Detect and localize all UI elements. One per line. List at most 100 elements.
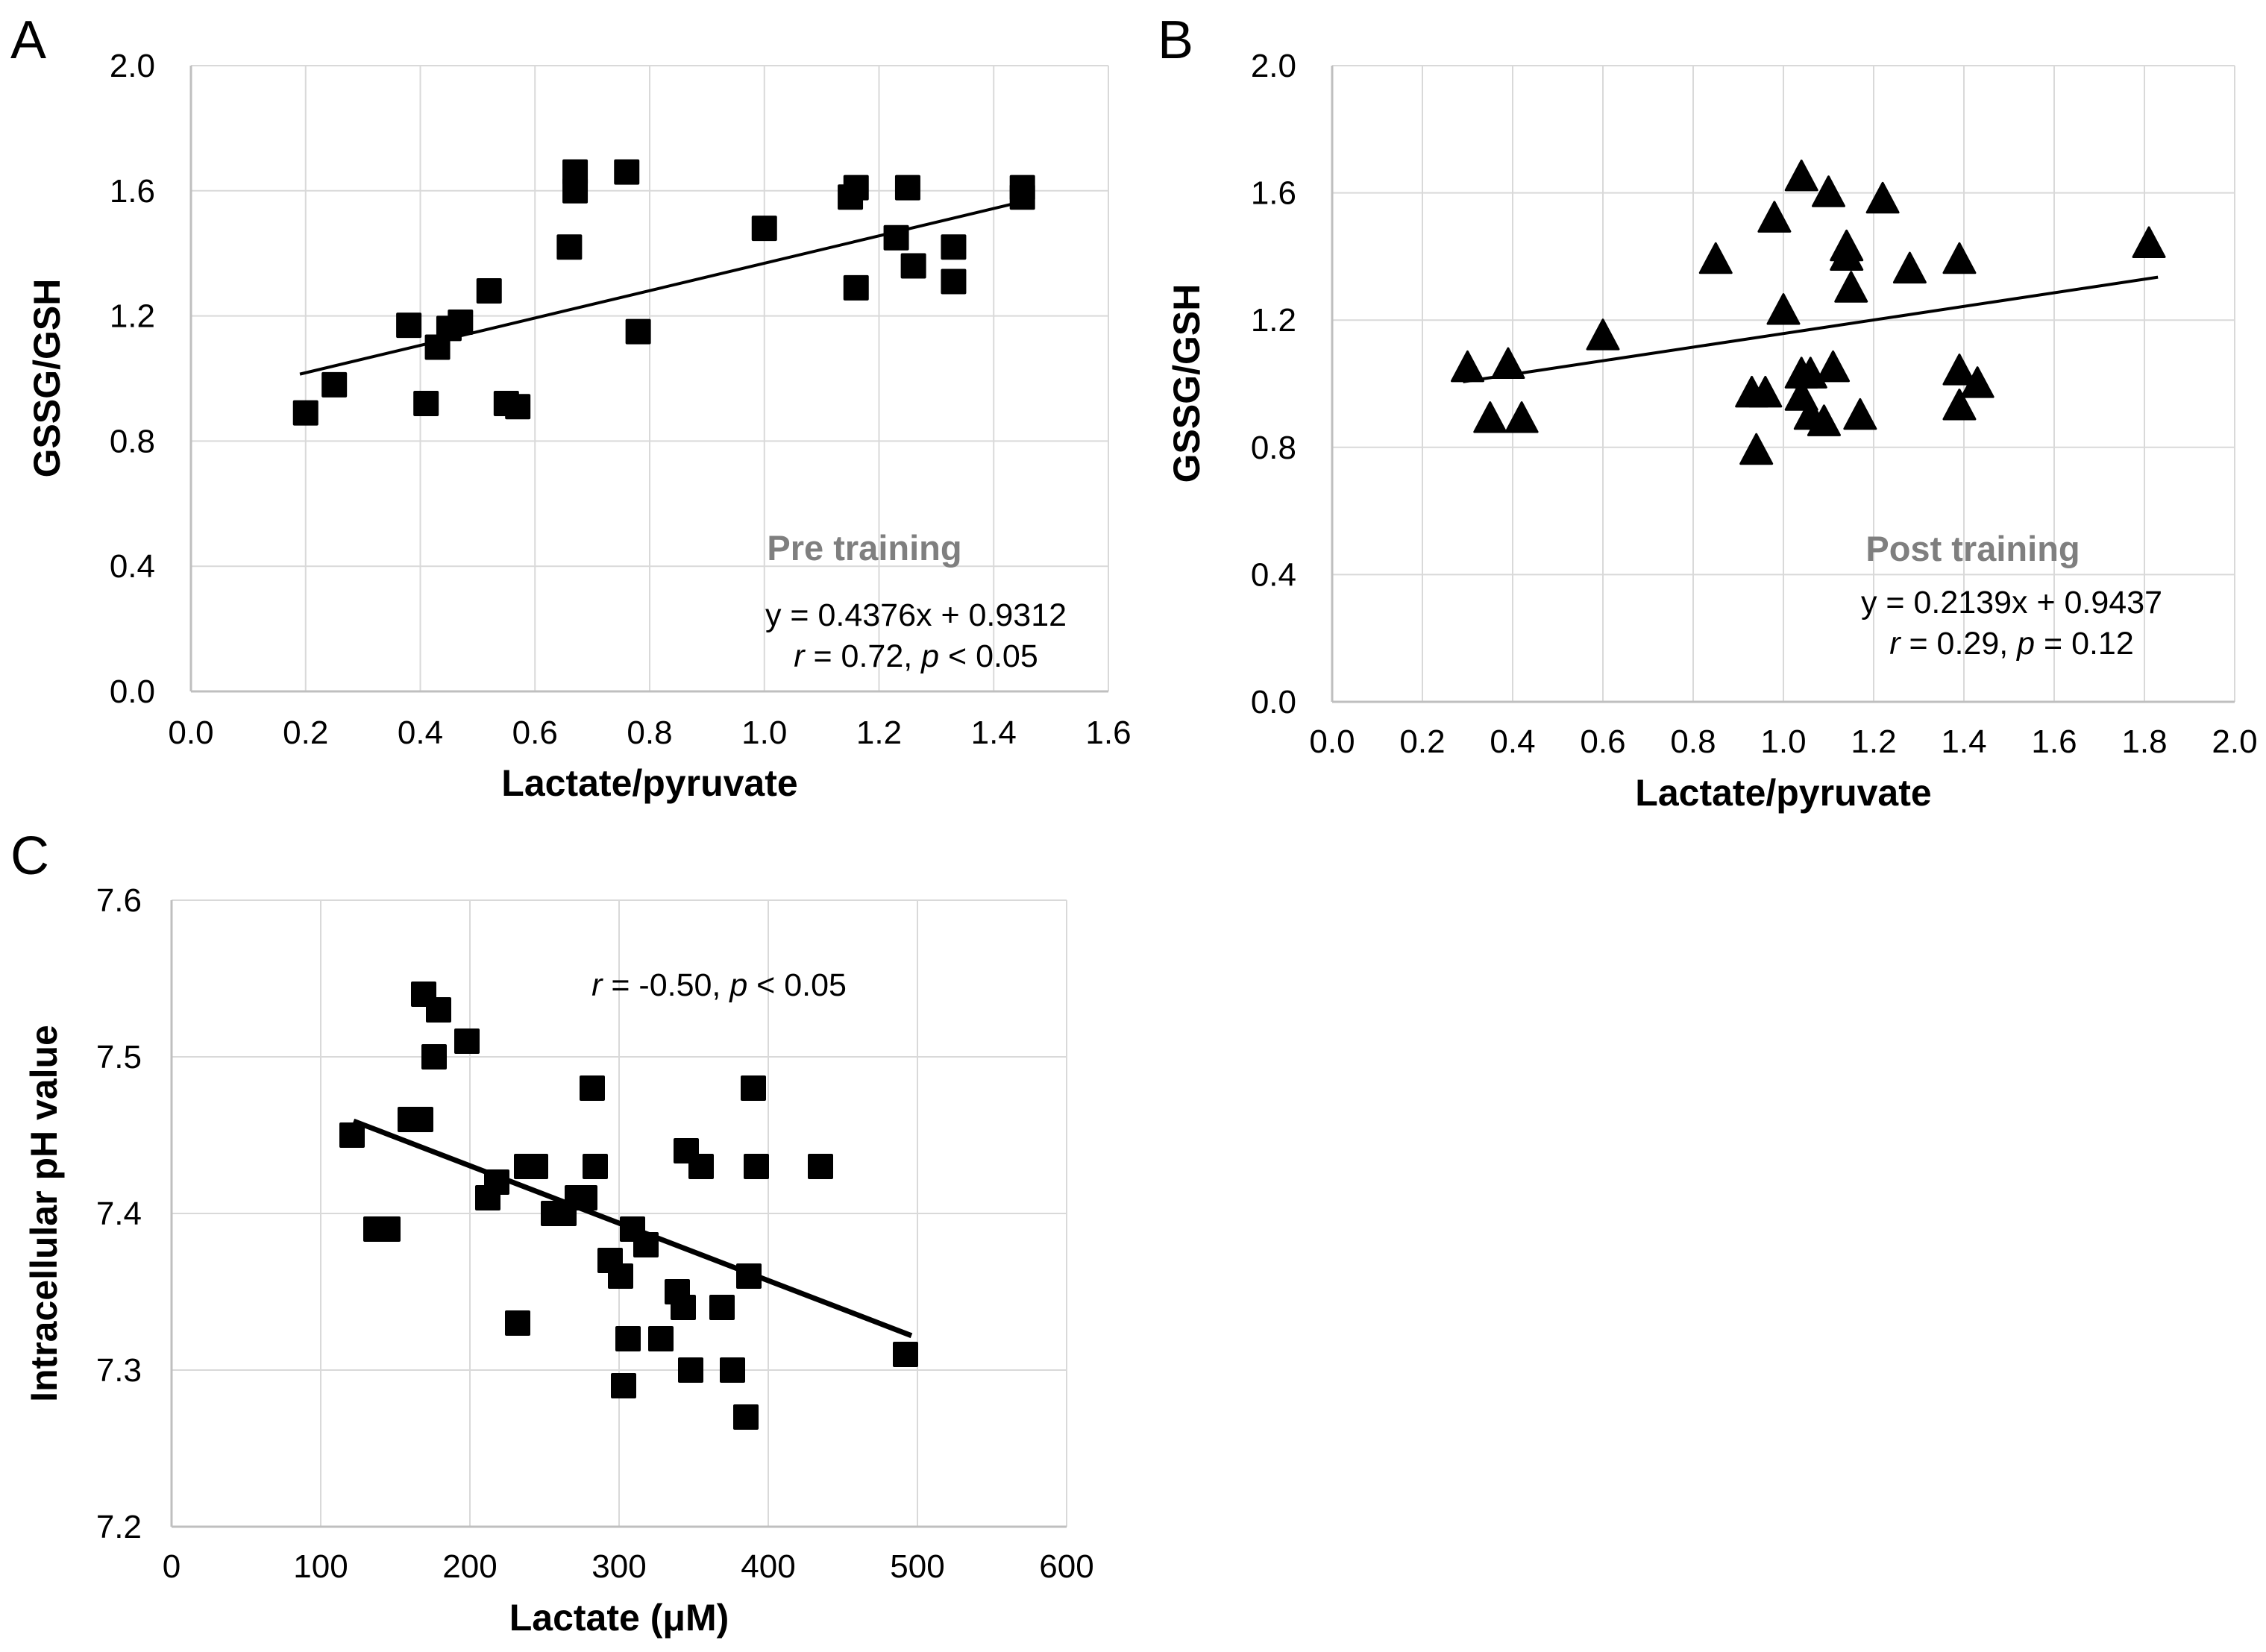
data-point-square (448, 309, 474, 335)
data-point-square (426, 997, 451, 1023)
data-point-square (678, 1357, 703, 1383)
x-axis-title: Lactate/pyruvate (1635, 772, 1931, 814)
data-point-triangle (1698, 242, 1733, 274)
data-point-triangle (1766, 293, 1801, 325)
y-tick-label: 2.0 (110, 48, 155, 84)
data-point-square (608, 1263, 633, 1289)
x-tick-label: 0.8 (1670, 723, 1716, 760)
data-point-triangle (1812, 175, 1845, 207)
y-tick-label: 7.2 (96, 1509, 142, 1545)
data-point-square (709, 1295, 735, 1320)
data-point-square (583, 1154, 608, 1179)
data-point-triangle (1451, 350, 1484, 383)
x-tick-label: 1.0 (1760, 723, 1806, 760)
data-point-square (562, 178, 589, 204)
data-point-triangle (1807, 404, 1841, 436)
data-point-square (611, 1373, 636, 1398)
data-point-triangle (2132, 226, 2166, 258)
data-point-square (894, 175, 920, 201)
data-point-square (883, 224, 909, 251)
panel-label: B (1158, 10, 1193, 70)
y-tick-label: 1.2 (1251, 302, 1296, 339)
y-tick-label: 0.4 (110, 548, 155, 585)
data-point-triangle (1491, 347, 1525, 380)
y-tick-label: 0.8 (110, 423, 155, 459)
data-point-square (744, 1154, 769, 1179)
y-axis-title: GSSG/GSH (26, 279, 68, 478)
data-point-square (741, 1075, 766, 1101)
data-point-triangle (1739, 433, 1774, 465)
data-point-triangle (1942, 354, 1977, 386)
stats-text: r = 0.29, p = 0.12 (1889, 626, 2134, 662)
y-tick-label: 7.3 (96, 1352, 142, 1389)
data-point-square (893, 1342, 918, 1367)
series-label: Post training (1865, 529, 2080, 568)
x-axis-title: Lactate/pyruvate (501, 762, 797, 804)
data-point-square (523, 1154, 548, 1179)
trend-line (1463, 275, 2159, 383)
data-point-square (413, 391, 439, 417)
x-tick-label: 0.4 (398, 714, 443, 751)
y-tick-label: 0.4 (1251, 556, 1296, 593)
data-point-square (808, 1154, 833, 1179)
data-point-triangle (1843, 398, 1877, 430)
data-point-square (720, 1357, 745, 1383)
x-tick-label: 0.0 (1309, 723, 1355, 760)
data-point-square (671, 1295, 696, 1320)
x-tick-label: 1.2 (1851, 723, 1896, 760)
data-point-triangle (1757, 201, 1792, 233)
data-point-square (688, 1154, 714, 1179)
data-point-square (648, 1326, 674, 1351)
data-point-square (736, 1263, 762, 1289)
data-point-square (556, 234, 583, 260)
y-tick-label: 1.6 (1251, 175, 1296, 212)
x-tick-label: 0.4 (1490, 723, 1535, 760)
y-tick-label: 0.8 (1251, 430, 1296, 466)
data-point-square (505, 394, 531, 420)
panel-label: C (10, 826, 49, 886)
data-point-square (751, 216, 777, 242)
data-point-square (292, 400, 318, 426)
x-tick-label: 0.0 (168, 714, 213, 751)
data-point-square (615, 1326, 641, 1351)
data-point-square (625, 318, 651, 345)
x-tick-label: 0.6 (1580, 723, 1625, 760)
panel-label: A (10, 10, 46, 70)
data-point-triangle (1586, 318, 1620, 351)
data-point-triangle (1834, 271, 1868, 303)
data-point-square (321, 371, 348, 398)
data-point-square (484, 1169, 509, 1195)
data-point-square (941, 268, 967, 295)
data-point-triangle (1942, 242, 1977, 274)
x-tick-label: 1.2 (856, 714, 902, 751)
x-tick-label: 500 (890, 1548, 944, 1585)
x-tick-label: 100 (293, 1548, 348, 1585)
data-point-square (843, 274, 869, 301)
y-tick-label: 7.5 (96, 1039, 142, 1075)
stats-text: r = 0.72, p < 0.05 (794, 638, 1038, 674)
y-axis-title: Intracellular pH value (23, 1025, 65, 1402)
data-point-triangle (1816, 350, 1851, 383)
panel-C: 0 100 200 300 400 500 600 7.2 7.3 7.4 7.5 7.6 Lactat… (10, 826, 1094, 1639)
x-tick-label: 1.6 (1085, 714, 1131, 751)
y-tick-label: 7.4 (96, 1196, 142, 1232)
data-point-square (505, 1310, 530, 1336)
data-point-square (421, 1044, 447, 1070)
data-point-triangle (1960, 366, 1994, 398)
data-point-square (476, 278, 502, 304)
y-tick-label: 1.2 (110, 298, 155, 335)
series-label: Pre training (767, 528, 961, 568)
x-tick-label: 1.8 (2121, 723, 2167, 760)
x-axis-title: Lactate (μM) (509, 1597, 729, 1639)
equation-text: y = 0.2139x + 0.9437 (1861, 585, 2162, 621)
y-axis-title: GSSG/GSH (1166, 284, 1208, 483)
data-point-square (614, 159, 640, 185)
data-point-triangle (1748, 375, 1783, 408)
data-point-triangle (1865, 181, 1900, 214)
data-point-triangle (1504, 401, 1539, 433)
data-point-square (941, 234, 967, 260)
data-point-square (1009, 184, 1035, 210)
x-tick-label: 600 (1039, 1548, 1093, 1585)
panel-A: 0.0 0.2 0.4 0.6 0.8 1.0 1.2 1.4 1.6 0.0 0.4 0.8 1.2 1… (10, 10, 1132, 804)
